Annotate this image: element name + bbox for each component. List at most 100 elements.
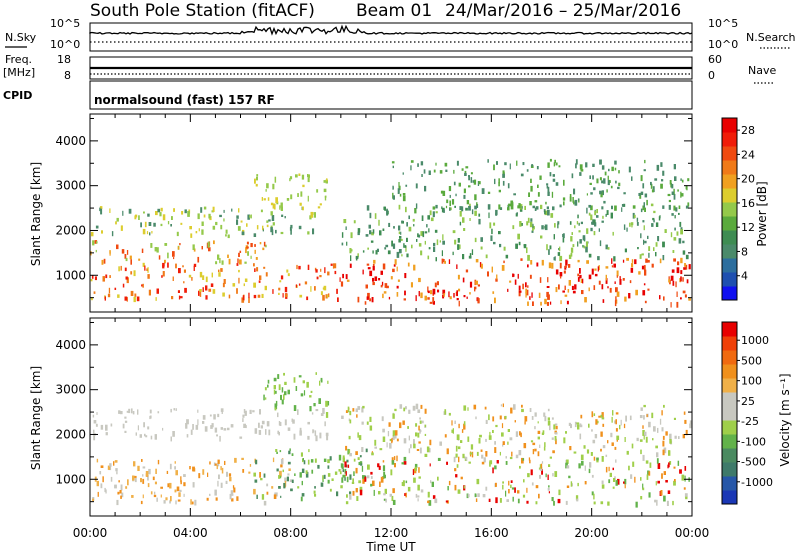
velocity-cell	[542, 430, 545, 435]
velocity-cell	[465, 456, 468, 461]
velocity-cell	[192, 482, 195, 488]
velocity-cell	[399, 422, 402, 429]
power-cell	[529, 296, 531, 300]
velocity-cell	[394, 435, 397, 439]
velocity-cell	[220, 482, 223, 488]
power-cell	[95, 249, 97, 253]
velocity-cell	[453, 456, 456, 463]
power-cell	[452, 251, 454, 256]
velocity-cell	[467, 436, 470, 442]
velocity-ytick-label: 4000	[55, 338, 86, 352]
velocity-cell	[432, 495, 436, 499]
power-cell	[549, 245, 552, 250]
power-cell	[607, 179, 610, 186]
power-cell	[202, 287, 204, 292]
power-cell	[392, 243, 396, 249]
velocity-cell	[663, 471, 666, 475]
power-cell	[610, 185, 613, 189]
power-cell	[441, 258, 444, 264]
power-cell	[515, 213, 518, 217]
velocity-cell	[535, 485, 539, 489]
power-cell	[238, 208, 240, 213]
power-cell	[668, 279, 671, 283]
power-cell	[681, 193, 684, 197]
power-cell	[279, 280, 282, 283]
power-cell	[644, 269, 647, 276]
power-cell	[616, 270, 619, 277]
power-cell	[685, 264, 688, 270]
power-cell	[580, 221, 583, 225]
power-cell	[118, 266, 120, 272]
power-cell	[546, 183, 549, 186]
velocity-cell	[327, 459, 330, 464]
velocity-cell	[383, 498, 386, 501]
power-cell	[535, 206, 539, 210]
power-cell	[544, 298, 547, 305]
power-cell	[386, 285, 389, 289]
velocity-cell	[475, 498, 478, 502]
velocity-cell	[636, 437, 639, 442]
velocity-cell	[274, 403, 278, 410]
power-cell	[427, 297, 430, 300]
power-cell	[130, 259, 132, 265]
velocity-cell	[647, 470, 650, 475]
power-cell	[400, 238, 403, 241]
power-cell	[632, 212, 635, 219]
velocity-colorbar-tick-label: -100	[741, 435, 766, 448]
power-cell	[472, 180, 475, 183]
power-cell	[134, 293, 137, 297]
power-cell	[203, 206, 207, 210]
power-cell	[180, 296, 183, 299]
velocity-cell	[448, 412, 451, 416]
power-cell	[611, 166, 614, 172]
power-cell	[141, 284, 143, 287]
power-cell	[400, 231, 402, 235]
power-cell	[631, 259, 634, 263]
power-cell	[250, 255, 252, 259]
x-tick-label: 20:00	[574, 526, 609, 540]
velocity-cell	[526, 500, 529, 504]
power-cell	[564, 265, 567, 268]
velocity-cell	[109, 463, 112, 467]
power-cell	[117, 294, 120, 298]
velocity-cell	[612, 467, 614, 471]
power-cell	[605, 244, 608, 250]
velocity-cell	[586, 449, 590, 454]
velocity-cell	[415, 493, 418, 498]
velocity-cell	[220, 427, 223, 430]
velocity-cell	[341, 468, 343, 473]
power-cell	[685, 205, 689, 209]
power-cell	[341, 242, 344, 246]
power-cell	[238, 277, 240, 284]
velocity-cell	[323, 474, 326, 479]
x-tick-label: 04:00	[173, 526, 208, 540]
power-cell	[605, 213, 607, 217]
power-cell	[612, 231, 614, 236]
velocity-cell	[287, 473, 290, 476]
power-cell	[642, 220, 645, 223]
velocity-cell	[424, 433, 427, 436]
velocity-cell	[217, 413, 220, 418]
velocity-cell	[214, 489, 217, 496]
power-cell	[355, 256, 358, 261]
velocity-cell	[231, 498, 234, 502]
velocity-cell	[468, 461, 471, 464]
velocity-cell	[361, 421, 364, 425]
power-cell	[531, 292, 533, 298]
velocity-cell	[349, 419, 352, 424]
velocity-colorbar-swatch	[722, 336, 737, 351]
power-cell	[551, 262, 554, 269]
velocity-cell	[452, 428, 454, 434]
velocity-cell	[132, 475, 135, 481]
power-cell	[445, 205, 448, 209]
power-cell	[577, 277, 580, 282]
velocity-cell	[610, 432, 613, 438]
velocity-cell	[408, 409, 411, 414]
power-cell	[613, 256, 616, 262]
power-colorbar-tick-label: 28	[741, 124, 755, 137]
nsky-label: N.Sky	[5, 31, 37, 44]
power-cell	[553, 162, 555, 167]
velocity-cell	[520, 432, 522, 438]
